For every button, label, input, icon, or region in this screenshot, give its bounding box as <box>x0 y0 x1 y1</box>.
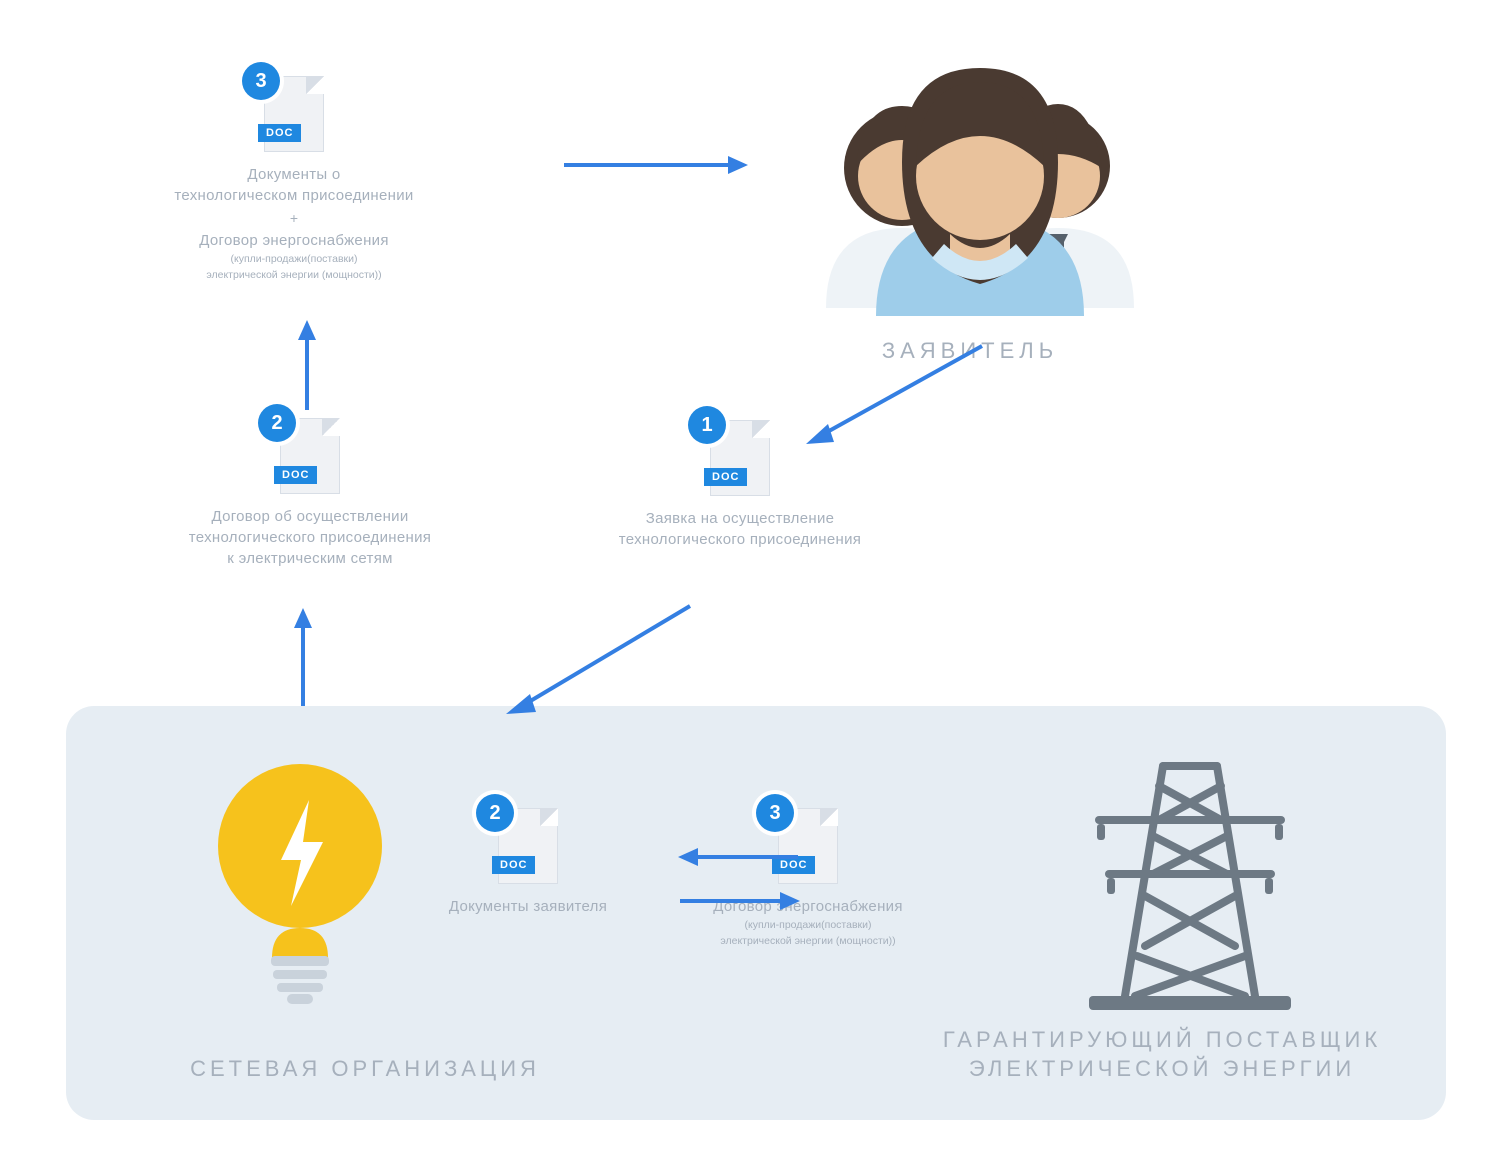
doc-icon: DOC 1 <box>710 420 770 496</box>
supplier-title: ГАРАНТИРУЮЩИЙ ПОСТАВЩИК ЭЛЕКТРИЧЕСКОЙ ЭН… <box>902 1025 1422 1084</box>
step-2-contract: DOC 2 Договор об осуществлении технологи… <box>150 418 470 569</box>
doc-icon: DOC 2 <box>280 418 340 494</box>
power-tower-icon <box>1060 746 1320 1016</box>
step-3-documents: DOC 3 Документы о технологическом присое… <box>134 76 454 282</box>
step-badge: 1 <box>688 406 726 444</box>
arrow-docs-to-applicant <box>560 150 750 185</box>
step-2-applicant-docs: DOC 2 Документы заявителя <box>398 808 658 917</box>
step-1-application: DOC 1 Заявка на осуществление технологич… <box>580 420 900 550</box>
arrow-panel-to-s2 <box>288 606 318 715</box>
applicant-caption: ЗАЯВИТЕЛЬ <box>790 338 1150 364</box>
doc-icon: DOC 2 <box>498 808 558 884</box>
lightbulb-icon <box>200 756 400 1006</box>
doc-icon: DOC 3 <box>778 808 838 884</box>
network-org-title: СЕТЕВАЯ ОРГАНИЗАЦИЯ <box>150 1054 580 1084</box>
step-badge: 2 <box>476 794 514 832</box>
step-3-supply-contract: DOC 3 Договор энергоснабжения (купли-про… <box>648 808 968 948</box>
arrow-s2-to-s3 <box>292 318 322 419</box>
step-badge: 3 <box>756 794 794 832</box>
step-badge: 3 <box>242 62 280 100</box>
step-badge: 2 <box>258 404 296 442</box>
applicant-icon: ЗАЯВИТЕЛЬ <box>790 48 1150 364</box>
doc-icon: DOC 3 <box>264 76 324 152</box>
